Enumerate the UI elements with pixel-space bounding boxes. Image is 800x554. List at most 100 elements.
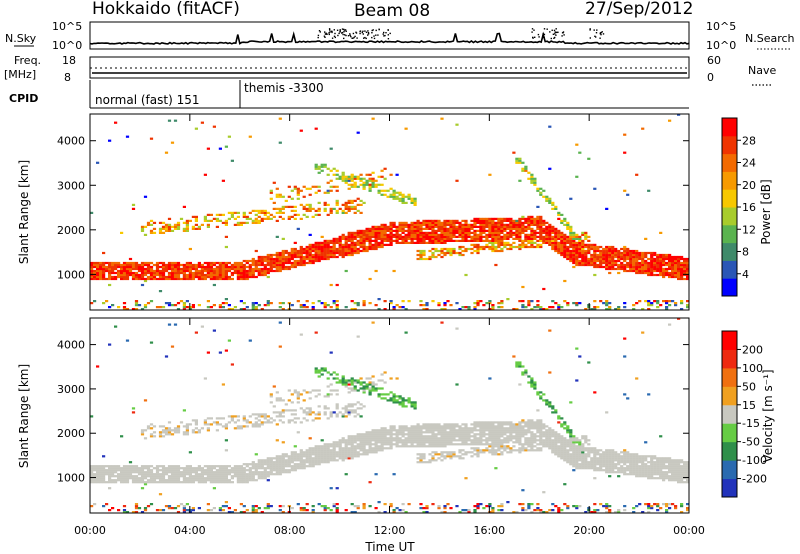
- velocity-cell: [263, 467, 267, 470]
- velocity-cell: [314, 413, 318, 416]
- velocity-cell: [278, 321, 282, 324]
- power-cell: [608, 251, 612, 255]
- power-cell: [632, 269, 636, 273]
- power-cell: [93, 277, 97, 281]
- power-cell: [443, 302, 447, 305]
- power-cell: [389, 235, 393, 238]
- velocity-cell: [431, 441, 435, 444]
- power-cell: [446, 227, 450, 230]
- velocity-cell: [449, 507, 453, 510]
- velocity-cell: [128, 469, 133, 472]
- power-cell: [368, 187, 372, 190]
- velocity-cell: [374, 507, 378, 510]
- power-cell: [479, 235, 483, 238]
- velocity-cell: [338, 443, 342, 446]
- power-cell: [560, 231, 564, 234]
- power-cell: [350, 231, 354, 234]
- power-cell: [413, 241, 417, 244]
- power-cell: [293, 187, 297, 190]
- velocity-cell: [203, 377, 207, 380]
- power-cell: [347, 251, 351, 255]
- power-cell: [281, 261, 285, 265]
- power-cell: [518, 235, 522, 238]
- velocity-cell: [323, 445, 327, 448]
- freq-label-2: [MHz]: [4, 68, 36, 81]
- power-cell: [380, 229, 384, 232]
- power-cell: [440, 251, 444, 255]
- power-cell: [521, 167, 525, 170]
- power-cell: [239, 269, 243, 273]
- velocity-cell: [449, 437, 453, 440]
- velocity-cell: [176, 469, 181, 472]
- power-cell: [608, 253, 612, 257]
- power-cell: [392, 239, 396, 242]
- power-cell: [611, 249, 615, 253]
- power-cell: [545, 195, 549, 198]
- power-cell: [314, 245, 318, 249]
- power-cell: [326, 257, 330, 261]
- velocity-cell: [473, 425, 477, 428]
- nsearch-dot: [328, 33, 330, 36]
- power-cell: [389, 233, 393, 236]
- nsearch-dot: [364, 30, 366, 32]
- velocity-cell: [491, 445, 495, 448]
- power-cell: [278, 269, 282, 273]
- power-cell: [665, 269, 669, 273]
- velocity-cell: [476, 443, 480, 446]
- velocity-cell: [290, 461, 294, 464]
- velocity-cell: [482, 451, 486, 454]
- power-cell: [395, 191, 399, 194]
- power-cell: [206, 267, 210, 271]
- power-cell: [368, 173, 372, 176]
- power-cell: [659, 257, 663, 261]
- velocity-cell: [215, 479, 219, 482]
- power-cell: [353, 302, 357, 305]
- velocity-cell: [299, 463, 303, 466]
- power-cell: [629, 259, 633, 263]
- velocity-cell: [476, 421, 480, 424]
- power-cell: [419, 300, 423, 303]
- velocity-cell: [437, 453, 441, 456]
- velocity-cell: [182, 475, 186, 478]
- power-cell: [509, 243, 513, 246]
- power-cell: [326, 247, 330, 251]
- power-cell: [389, 239, 393, 242]
- power-cell: [290, 189, 294, 192]
- power-cell: [572, 233, 576, 236]
- velocity-cell: [377, 433, 381, 436]
- velocity-cell: [90, 415, 94, 418]
- velocity-cell: [398, 509, 402, 512]
- power-cell: [293, 249, 297, 253]
- power-cell: [302, 195, 306, 198]
- velocity-cell: [227, 507, 231, 510]
- power-cell: [500, 227, 504, 230]
- power-cell: [296, 191, 300, 194]
- power-cell: [326, 203, 330, 206]
- power-cell: [644, 269, 648, 273]
- power-cell: [434, 237, 438, 240]
- velocity-cell: [314, 459, 318, 462]
- power-cell: [254, 219, 258, 222]
- velocity-cell: [323, 455, 327, 458]
- velocity-cell: [362, 451, 366, 454]
- power-cell: [434, 221, 438, 224]
- power-cell: [161, 265, 166, 269]
- velocity-cell: [419, 439, 423, 442]
- velocity-cell: [329, 413, 333, 416]
- velocity-cell: [482, 427, 486, 430]
- velocity-cell: [305, 455, 309, 458]
- power-cell: [584, 245, 588, 249]
- velocity-cell: [347, 405, 351, 408]
- velocity-cell: [302, 459, 306, 462]
- power-cell: [488, 247, 492, 251]
- velocity-cell: [182, 511, 186, 514]
- power-cell: [120, 271, 124, 275]
- power-cell: [515, 157, 519, 160]
- power-cell: [551, 231, 555, 234]
- velocity-cell: [410, 431, 414, 434]
- power-cell: [662, 300, 666, 303]
- power-cell: [677, 269, 681, 273]
- power-cell: [245, 277, 249, 281]
- power-cell: [491, 235, 495, 238]
- power-cell: [242, 211, 246, 214]
